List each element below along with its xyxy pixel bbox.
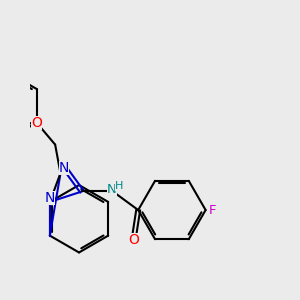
- Text: N: N: [59, 161, 69, 175]
- Text: O: O: [31, 116, 42, 130]
- Text: N: N: [107, 183, 117, 196]
- Text: F: F: [208, 203, 216, 217]
- Text: O: O: [128, 233, 139, 248]
- Text: N: N: [45, 191, 55, 205]
- Text: H: H: [115, 181, 123, 191]
